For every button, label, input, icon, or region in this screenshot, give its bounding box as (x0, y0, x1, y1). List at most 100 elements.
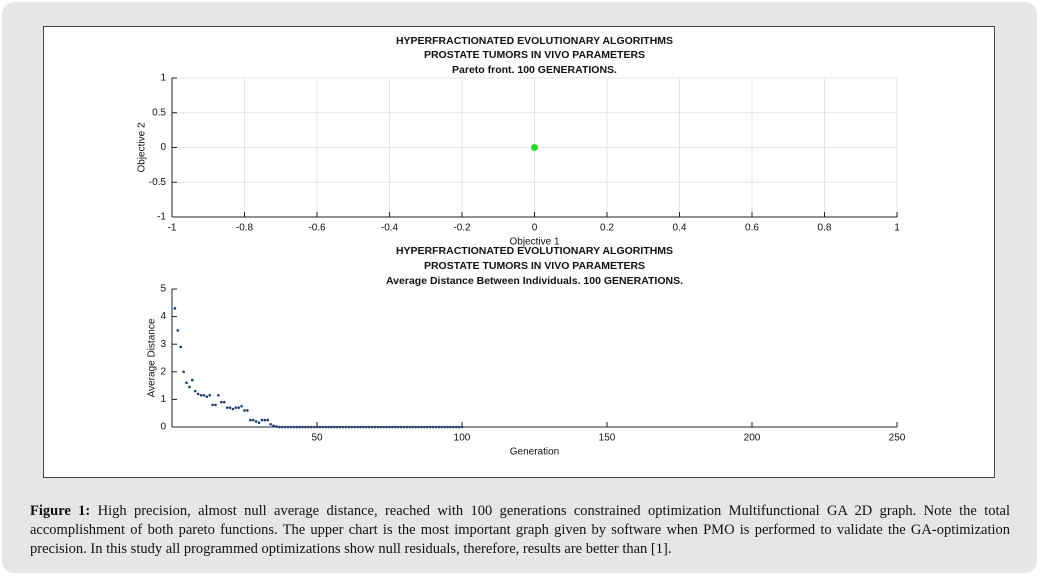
point (428, 425, 432, 429)
point (399, 425, 403, 429)
point (350, 425, 354, 429)
point (312, 425, 316, 429)
point (365, 425, 368, 429)
point (266, 418, 269, 422)
point (353, 425, 357, 429)
x-axis-label: Objective 1 (509, 237, 559, 248)
point (240, 405, 243, 408)
point (205, 395, 209, 398)
x-tick-label: 100 (454, 433, 471, 444)
point (202, 393, 206, 397)
point (391, 425, 394, 429)
y-tick-label: 5 (160, 284, 166, 295)
figure-box: HYPERFRACTIONATED EVOLUTIONARY ALGORITHM… (43, 26, 995, 478)
point (246, 409, 249, 412)
x-tick-label: 0.2 (600, 223, 614, 234)
point (362, 425, 365, 429)
point (423, 425, 426, 429)
point (208, 393, 211, 397)
point (214, 403, 217, 407)
y-tick-label: 4 (160, 311, 166, 322)
y-tick-label: 0.5 (152, 107, 166, 118)
point (336, 425, 339, 429)
chart-title: HYPERFRACTIONATED EVOLUTIONARY ALGORITHM… (396, 35, 673, 47)
point (257, 421, 261, 425)
point (176, 329, 180, 332)
point (185, 381, 188, 385)
point (188, 385, 191, 389)
point (434, 425, 438, 429)
x-tick-label: 0.4 (673, 223, 687, 234)
x-tick-label: 0.8 (818, 223, 832, 234)
point (243, 409, 246, 412)
point (301, 425, 304, 429)
point (272, 424, 275, 427)
x-tick-label: -0.6 (308, 223, 326, 234)
point (304, 425, 307, 429)
charts: HYPERFRACTIONATED EVOLUTIONARY ALGORITHM… (137, 35, 906, 458)
point (330, 425, 333, 429)
point (182, 370, 185, 374)
point (254, 420, 258, 423)
point (324, 425, 328, 429)
point (341, 425, 345, 429)
point (443, 425, 446, 429)
y-tick-label: -1 (157, 212, 166, 223)
point (225, 406, 229, 409)
chart-title: PROSTATE TUMORS IN VIVO PARAMETERS (424, 49, 645, 61)
point (298, 425, 301, 429)
point (307, 425, 310, 429)
x-tick-label: 0.6 (745, 223, 759, 234)
point (531, 144, 538, 151)
point (420, 425, 423, 429)
point (347, 425, 351, 429)
point (405, 425, 409, 429)
y-axis-label: Average Distance (147, 318, 158, 397)
chart-title: Average Distance Between Individuals. 10… (386, 275, 683, 287)
x-axis-label: Generation (510, 447, 559, 458)
point (283, 425, 287, 429)
point (275, 425, 278, 428)
x-tick-label: 0 (532, 223, 538, 234)
point (292, 425, 296, 429)
caption: Figure 1: High precision, almost null av… (30, 502, 1010, 559)
y-tick-label: 3 (160, 339, 166, 350)
point (449, 425, 452, 429)
point (278, 425, 281, 429)
point (460, 425, 464, 429)
point (394, 425, 397, 429)
point (327, 425, 330, 429)
point (344, 425, 348, 429)
point (228, 406, 232, 409)
point (289, 425, 293, 429)
point (457, 425, 461, 429)
point (211, 403, 214, 407)
point (295, 425, 298, 429)
x-tick-label: -0.8 (236, 223, 254, 234)
x-tick-label: 150 (599, 433, 616, 444)
chart-title: PROSTATE TUMORS IN VIVO PARAMETERS (424, 260, 645, 272)
point (220, 400, 223, 404)
point (367, 425, 371, 429)
point (452, 425, 455, 429)
point (321, 425, 325, 429)
y-tick-label: 0 (160, 422, 166, 433)
point (286, 425, 290, 429)
point (373, 425, 377, 429)
x-tick-label: -0.2 (453, 223, 471, 234)
point (437, 425, 441, 429)
point (333, 425, 336, 429)
point (263, 418, 267, 422)
point (388, 425, 391, 429)
point (249, 418, 252, 422)
x-tick-label: 50 (311, 433, 323, 444)
point (318, 425, 322, 429)
point (193, 389, 197, 393)
y-tick-label: 0 (160, 142, 166, 153)
point (260, 418, 264, 422)
y-tick-label: 2 (160, 366, 166, 377)
point (446, 425, 449, 429)
x-tick-label: 1 (894, 223, 900, 234)
point (173, 307, 177, 310)
point (359, 425, 362, 429)
